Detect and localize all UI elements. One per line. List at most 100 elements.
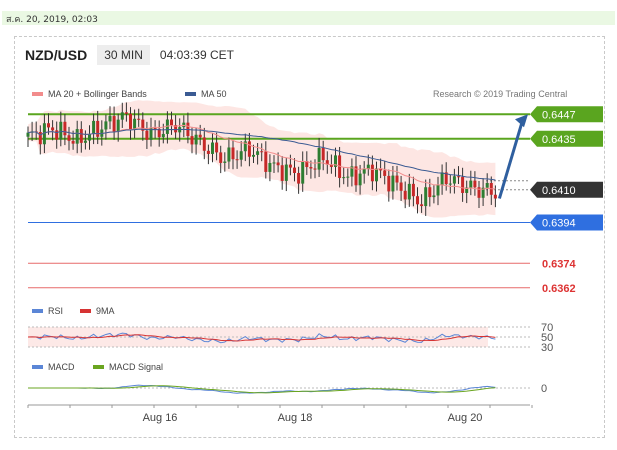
candle-body bbox=[313, 168, 317, 170]
candle-body bbox=[362, 168, 366, 174]
candle-body bbox=[206, 150, 210, 154]
candle-body bbox=[38, 132, 42, 145]
candle-body bbox=[145, 130, 149, 140]
candle-body bbox=[354, 166, 358, 186]
rsi-ma-line bbox=[27, 334, 496, 342]
legend-macd-label: MACD bbox=[48, 362, 75, 372]
rsi-swatch bbox=[32, 309, 43, 313]
candle-body bbox=[477, 187, 481, 198]
candle-body bbox=[133, 118, 137, 130]
candle-body bbox=[485, 182, 489, 188]
candle-body bbox=[297, 172, 301, 184]
macd-level-label-0: 0 bbox=[541, 383, 547, 395]
candle-body bbox=[358, 173, 362, 186]
level-label-0.6435: 0.6435 bbox=[542, 134, 576, 146]
rsi-level-label-70: 70 bbox=[541, 322, 553, 334]
candle-body bbox=[252, 154, 255, 157]
candle-body bbox=[440, 172, 444, 186]
candle-body bbox=[293, 167, 296, 173]
chart-frame bbox=[14, 36, 605, 438]
candle-body bbox=[92, 120, 96, 135]
ma50-line bbox=[27, 128, 496, 181]
candle-body bbox=[280, 165, 284, 181]
candle-body bbox=[47, 123, 50, 128]
candle-body bbox=[493, 194, 497, 199]
legend-ma20: MA 20 + Bollinger Bands bbox=[32, 89, 147, 99]
candle-body bbox=[387, 175, 391, 192]
symbol-title: NZD/USD bbox=[25, 47, 88, 63]
candle-body bbox=[481, 187, 485, 198]
legend-macd-signal: MACD Signal bbox=[93, 362, 163, 372]
candle-body bbox=[247, 141, 251, 157]
level-label-0.6374: 0.6374 bbox=[542, 258, 577, 270]
x-tick-label: Aug 20 bbox=[448, 412, 483, 424]
macd-line bbox=[28, 384, 496, 394]
candle-body bbox=[334, 155, 337, 167]
x-tick-label: Aug 16 bbox=[143, 412, 178, 424]
candle-body bbox=[391, 175, 395, 192]
candle-body bbox=[116, 119, 120, 132]
candle-body bbox=[79, 129, 83, 143]
candle-body bbox=[338, 155, 342, 178]
candle-body bbox=[104, 121, 108, 130]
candle-body bbox=[264, 151, 268, 172]
legend-rsi-ma: 9MA bbox=[80, 306, 115, 316]
legend-macd: MACD bbox=[32, 362, 75, 372]
candle-body bbox=[452, 176, 456, 184]
legend-ma50: MA 50 bbox=[185, 89, 227, 99]
clock-time: 04:03:39 CET bbox=[159, 48, 234, 62]
candle-body bbox=[448, 183, 452, 185]
candle-body bbox=[469, 180, 473, 188]
candle-body bbox=[215, 142, 219, 153]
candle-body bbox=[227, 147, 231, 162]
candle-body bbox=[88, 134, 91, 141]
candle-body bbox=[153, 127, 157, 129]
rsi-level-label-30: 30 bbox=[541, 342, 553, 354]
candle-body bbox=[370, 164, 374, 182]
candle-body bbox=[170, 119, 173, 126]
candle-body bbox=[436, 185, 440, 196]
candle-body bbox=[444, 172, 448, 185]
level-tag-0.6410 bbox=[530, 181, 603, 198]
candle-body bbox=[161, 133, 165, 138]
candle-body bbox=[51, 127, 55, 131]
candle-body bbox=[63, 121, 67, 136]
candle-body bbox=[83, 140, 87, 143]
candle-body bbox=[112, 116, 116, 132]
legend-rsi-ma-label: 9MA bbox=[96, 306, 115, 316]
candle-body bbox=[272, 162, 276, 164]
candle-body bbox=[325, 160, 329, 165]
candle-body bbox=[416, 196, 419, 205]
candle-body bbox=[268, 163, 272, 172]
candle-body bbox=[243, 141, 247, 152]
rsi-ma-swatch bbox=[80, 309, 91, 313]
candle-body bbox=[194, 134, 198, 145]
candle-body bbox=[383, 170, 387, 176]
candle-body bbox=[317, 147, 321, 170]
candle-body bbox=[231, 147, 235, 160]
candle-body bbox=[366, 164, 370, 169]
legend-macd-signal-label: MACD Signal bbox=[109, 362, 164, 372]
candle-body bbox=[165, 119, 169, 134]
candle-body bbox=[219, 152, 223, 163]
candle-body bbox=[284, 164, 288, 181]
candle-body bbox=[75, 129, 79, 144]
candle-body bbox=[395, 175, 399, 183]
candle-body bbox=[124, 112, 128, 114]
legend-rsi-label: RSI bbox=[48, 306, 64, 316]
candle-body bbox=[235, 159, 239, 161]
candle-body bbox=[465, 187, 469, 193]
datetime-text: ส.ค. 20, 2019, 02:03 bbox=[6, 15, 98, 25]
candle-body bbox=[202, 137, 206, 151]
level-label-0.6447: 0.6447 bbox=[542, 109, 576, 121]
ma50-swatch bbox=[185, 92, 196, 96]
candle-body bbox=[375, 168, 378, 182]
timeframe-badge[interactable]: 30 MIN bbox=[97, 45, 150, 65]
candle-body bbox=[190, 136, 194, 145]
candle-body bbox=[411, 183, 415, 197]
level-tag-0.6447 bbox=[530, 106, 603, 123]
candle-body bbox=[424, 187, 428, 207]
candle-body bbox=[301, 161, 305, 184]
level-label-0.6394: 0.6394 bbox=[542, 217, 576, 229]
candle-body bbox=[288, 164, 292, 168]
